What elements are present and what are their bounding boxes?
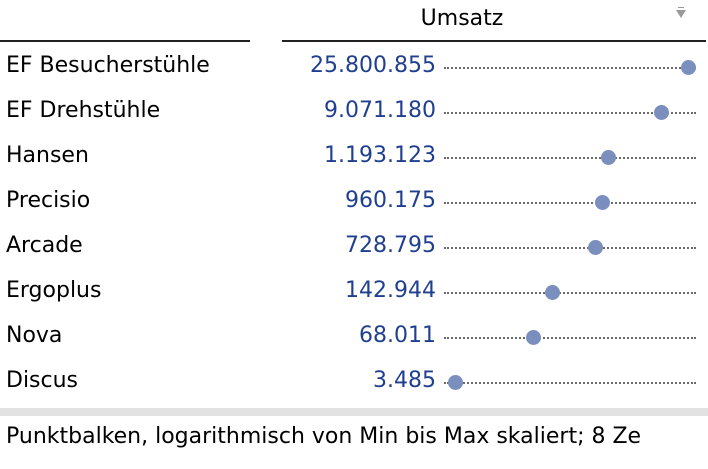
column-header-title[interactable]: Umsatz [420, 6, 504, 31]
header-divider-left [0, 40, 250, 42]
row-value: 68.011 [359, 323, 436, 348]
table-row[interactable]: Nova 68.011 [0, 315, 708, 359]
row-label: Hansen [6, 143, 89, 168]
value-dot [594, 195, 610, 210]
row-label: Precisio [6, 188, 91, 213]
table-row[interactable]: Ergoplus 142.944 [0, 270, 708, 314]
row-value: 3.485 [373, 368, 436, 393]
row-value: 142.944 [345, 278, 436, 303]
table-row[interactable]: EF Drehstühle 9.071.180 [0, 90, 708, 134]
row-label: EF Besucherstühle [6, 53, 210, 78]
table-row[interactable]: Hansen 1.193.123 [0, 135, 708, 179]
row-value: 728.795 [345, 233, 436, 258]
row-label: Discus [6, 368, 79, 393]
value-dot [525, 330, 541, 345]
value-dot [653, 105, 669, 120]
table-row[interactable]: Precisio 960.175 [0, 180, 708, 224]
dot-track [444, 292, 696, 294]
row-label: Arcade [6, 233, 83, 258]
value-dot [587, 240, 603, 255]
header-divider-right [282, 40, 706, 42]
row-label: EF Drehstühle [6, 98, 161, 123]
footer-separator [0, 408, 708, 416]
dot-track [444, 202, 696, 204]
row-value: 25.800.855 [310, 53, 436, 78]
dot-track [444, 157, 696, 159]
table-row[interactable]: EF Besucherstühle 25.800.855 [0, 45, 708, 89]
value-dot [545, 285, 561, 300]
footer-caption: Punktbalken, logarithmisch von Min bis M… [6, 424, 642, 449]
table-row[interactable]: Arcade 728.795 [0, 225, 708, 269]
value-dot [681, 60, 696, 75]
row-label: Nova [6, 323, 63, 348]
dot-track [444, 337, 696, 339]
row-value: 960.175 [345, 188, 436, 213]
row-label: Ergoplus [6, 278, 102, 303]
dot-track [444, 382, 696, 384]
value-dot [600, 150, 616, 165]
dot-track [444, 247, 696, 249]
row-value: 9.071.180 [324, 98, 436, 123]
value-dot [448, 375, 463, 390]
table-row[interactable]: Discus 3.485 [0, 360, 708, 404]
dot-track [444, 67, 696, 69]
sort-down-icon[interactable] [676, 7, 686, 18]
row-value: 1.193.123 [324, 143, 436, 168]
dot-track [444, 112, 696, 114]
